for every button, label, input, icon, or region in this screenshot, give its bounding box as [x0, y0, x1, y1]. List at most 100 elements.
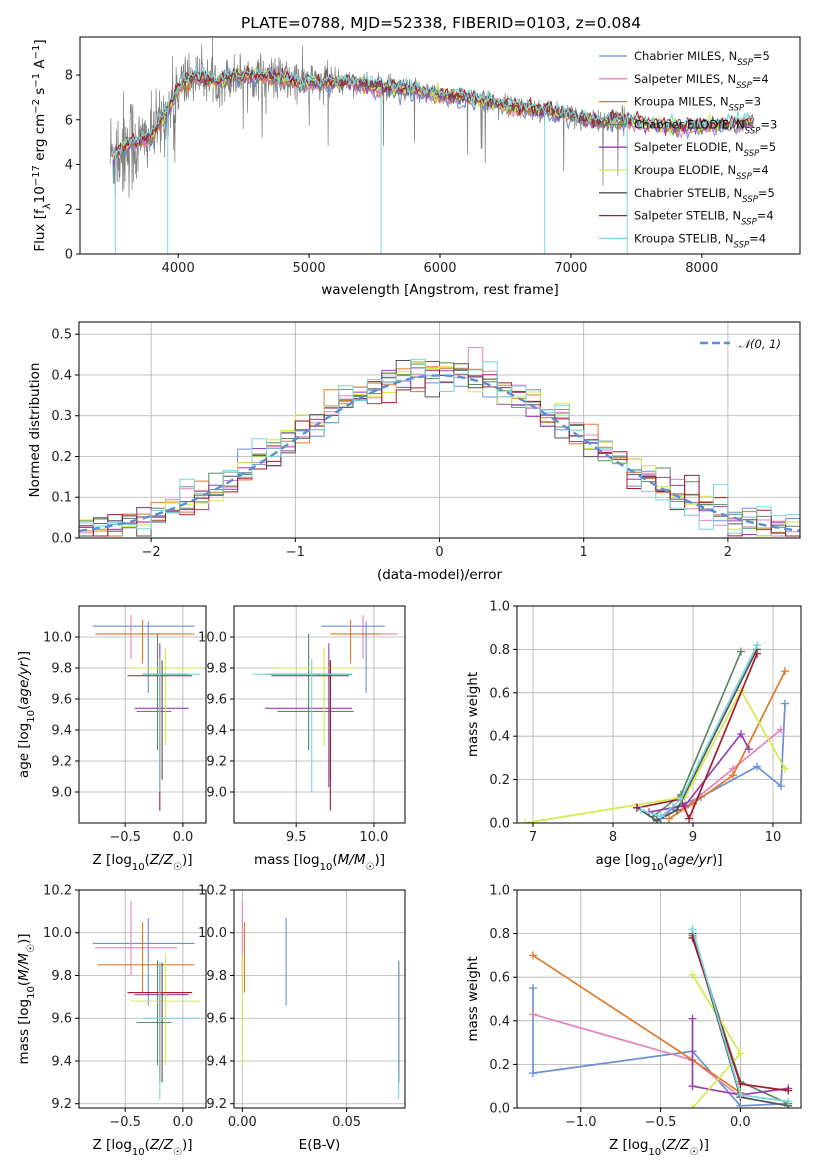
y-tick-label: 9.2 [206, 1097, 227, 1112]
x-tick-label: 8 [609, 830, 617, 845]
axes-frame [78, 605, 207, 824]
label-part: )] [698, 1137, 709, 1153]
y-axis-label: mass weight [465, 956, 481, 1041]
weight-marker [677, 795, 685, 804]
x-tick-label: 0.0 [173, 830, 194, 845]
x-tick-label: −0.5 [645, 1115, 677, 1130]
y-tick-label: 0.4 [489, 1014, 510, 1029]
y-tick-label: 9.8 [206, 662, 227, 677]
label-part: )] [712, 852, 723, 868]
legend-sub: SSP [736, 81, 752, 91]
label-part: wavelength [Angstrom, rest frame] [321, 282, 559, 298]
y-tick-label: 1.0 [489, 884, 510, 899]
axes-spectrum [109, 37, 755, 254]
label-part: erg cm [32, 114, 48, 165]
legend-text: Salpeter ELODIE, N [634, 140, 744, 154]
y-tick-label: 0.2 [489, 773, 510, 788]
weight-marker [729, 771, 737, 780]
legend-label: Chabrier MILES, NSSP=5 [634, 49, 770, 68]
x-tick-label: 7000 [554, 261, 587, 276]
y-axis-label: age [log10(age/yr)] [16, 651, 37, 778]
x-tick-label: −1.0 [565, 1115, 597, 1130]
legend-eq: =5 [759, 140, 776, 154]
x-axis-label: Z [log10(Z/Z☉)] [93, 852, 193, 873]
x-tick-label: 9.5 [286, 830, 307, 845]
weight-marker [736, 1049, 745, 1058]
normal-curve [79, 374, 800, 533]
label-part: −17 [31, 165, 42, 186]
label-part: log [16, 999, 32, 1020]
legend-eq: =5 [758, 186, 775, 200]
y-tick-label: 10.2 [43, 884, 72, 899]
y-tick-label: 9.8 [51, 969, 72, 984]
weight-marker [685, 814, 693, 823]
x-tick-label: 8000 [685, 261, 718, 276]
plot-area-mw-z [528, 925, 793, 1108]
label-part: −2 [31, 99, 42, 114]
plot-area-age-mass [252, 615, 398, 811]
label-part: age/yr [669, 852, 714, 868]
legend-sub: SSP [736, 172, 752, 182]
y-tick-label: 10.0 [198, 926, 227, 941]
weight-marker [528, 951, 537, 960]
label-part: 10 [132, 1147, 145, 1158]
weight-marker [688, 1014, 697, 1023]
legend-text: Salpeter MILES, N [634, 72, 736, 86]
x-axis-label: E(B-V) [299, 1137, 341, 1153]
y-axis-label: mass weight [465, 672, 481, 757]
label-part: ( [16, 705, 32, 710]
y-tick-label: 9.4 [51, 1054, 72, 1069]
weight-marker [781, 699, 789, 708]
legend-label: Chabrier ELODIE, NSSP=3 [634, 117, 777, 136]
plot-area-age-z [92, 615, 201, 811]
legend-sub: SSP [734, 240, 750, 250]
x-tick-label: 0.0 [173, 1115, 194, 1130]
legend-label: 𝒩(0, 1) [739, 337, 781, 351]
y-tick-label: 0.4 [489, 730, 510, 745]
y-tick-label: 9.2 [51, 755, 72, 770]
label-part: log [111, 1137, 132, 1153]
plot-area-mw-age [521, 641, 789, 823]
y-tick-label: 0 [65, 248, 73, 263]
label-part: ( [145, 852, 150, 868]
legend-sub: SSP [729, 104, 745, 114]
label-part: mass weight [465, 956, 481, 1041]
label-part: age [ [595, 852, 630, 868]
y-tick-label: 0.2 [51, 450, 72, 465]
label-part: ☉ [26, 944, 37, 953]
label-part: ☉ [173, 1147, 182, 1158]
axes-age-z [79, 606, 206, 823]
label-part: 10 [132, 862, 145, 873]
label-part: mass [ [254, 852, 299, 868]
y-axis-label: mass [log10(M/M☉)] [16, 933, 37, 1064]
label-part: ( [145, 1137, 150, 1153]
y-tick-label: 9.2 [51, 1097, 72, 1112]
frame-mw-z: −1.0 −0.5 0.0 0.0 0.2 0.4 0.6 0.8 1.0 Z [log10(Z/… [465, 884, 802, 1158]
weight-marker [753, 649, 761, 658]
y-tick-label: 9.6 [51, 1012, 72, 1027]
weight-marker [753, 641, 761, 650]
y-tick-label: 9.6 [51, 693, 72, 708]
x-axis-label: wavelength [Angstrom, rest frame] [321, 282, 559, 298]
label-part: log [111, 852, 132, 868]
legend-sub: SSP [741, 218, 757, 228]
axes-mw-age [517, 605, 801, 824]
legend-eq: =4 [757, 209, 774, 223]
label-part: s [32, 88, 48, 99]
weight-line [691, 1018, 789, 1096]
y-tick-label: 0.2 [489, 1058, 510, 1073]
axes-age-mass [234, 606, 405, 823]
label-part: age/yr [16, 660, 32, 705]
legend-eq: =3 [744, 95, 761, 109]
weight-marker [637, 805, 645, 814]
x-tick-label: −0.5 [109, 830, 141, 845]
legend-sub: SSP [745, 126, 761, 136]
legend-text: Chabrier STELIB, N [634, 186, 742, 200]
weight-line [636, 653, 758, 821]
y-tick-label: 0.4 [51, 368, 72, 383]
x-tick-label: 2 [724, 545, 732, 560]
plot-area-mass-ebv [241, 900, 400, 1100]
y-tick-label: 10.2 [198, 884, 227, 899]
